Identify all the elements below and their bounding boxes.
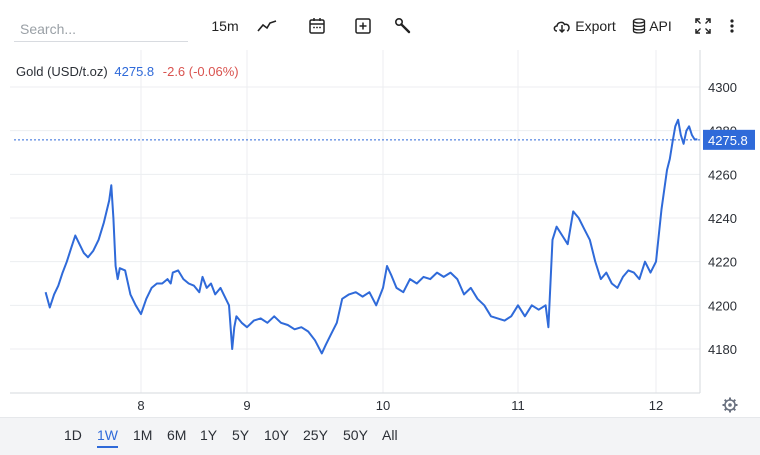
range-selector: 1D 1W 1M 6M 1Y 5Y 10Y 25Y 50Y All xyxy=(0,417,760,455)
x-tick-label: 9 xyxy=(243,398,250,413)
current-price: 4275.8 xyxy=(114,64,155,79)
chart-settings-button[interactable] xyxy=(722,397,738,413)
x-tick-label: 8 xyxy=(137,398,144,413)
range-6m[interactable]: 6M xyxy=(167,427,187,443)
calendar-icon xyxy=(309,18,325,34)
chart-type-button[interactable] xyxy=(255,13,279,39)
y-tick-label: 4240 xyxy=(708,211,737,226)
interval-label: 15m xyxy=(211,18,239,34)
more-menu-button[interactable] xyxy=(724,13,740,39)
range-1d[interactable]: 1D xyxy=(64,427,82,443)
y-tick-label: 4220 xyxy=(708,255,737,270)
y-tick-label: 4180 xyxy=(708,342,737,357)
add-indicator-button[interactable] xyxy=(351,13,375,39)
database-icon xyxy=(633,18,646,34)
toolbar: 15m Export API xyxy=(0,0,760,50)
x-tick-label: 12 xyxy=(649,398,663,413)
x-tick-label: 11 xyxy=(511,398,525,413)
x-axis: 8 9 10 11 12 xyxy=(137,398,663,413)
symbol-name: Gold (USD/t.oz) xyxy=(16,64,108,79)
range-50y[interactable]: 50Y xyxy=(343,427,368,443)
chart-legend: Gold (USD/t.oz) 4275.8 -2.6 (-0.06%) xyxy=(16,64,239,79)
last-price-label: 4275.8 xyxy=(708,133,748,148)
range-1y[interactable]: 1Y xyxy=(200,427,218,443)
range-5y[interactable]: 5Y xyxy=(232,427,250,443)
y-tick-label: 4260 xyxy=(708,167,737,182)
last-price-badge: 4275.8 xyxy=(703,129,755,150)
fullscreen-button[interactable] xyxy=(692,13,714,39)
range-25y[interactable]: 25Y xyxy=(303,427,328,443)
api-button[interactable]: API xyxy=(631,13,673,39)
search-input[interactable] xyxy=(14,16,188,42)
range-10y[interactable]: 10Y xyxy=(264,427,289,443)
range-1w[interactable]: 1W xyxy=(97,427,118,448)
interval-button[interactable]: 15m xyxy=(210,13,240,39)
export-button[interactable]: Export xyxy=(552,13,616,39)
y-axis: 4180420042204240426042804300 xyxy=(708,80,737,357)
y-tick-label: 4200 xyxy=(708,298,737,313)
cloud-download-icon xyxy=(553,21,571,34)
line-chart-icon xyxy=(257,20,277,32)
api-label: API xyxy=(649,18,672,34)
price-change: -2.6 (-0.06%) xyxy=(162,64,239,79)
more-vertical-icon xyxy=(730,19,734,33)
series-line xyxy=(44,118,698,355)
x-tick-label: 10 xyxy=(376,398,390,413)
wrench-icon xyxy=(394,17,411,34)
plus-square-icon xyxy=(355,18,371,34)
chart-grid xyxy=(10,50,701,394)
export-label: Export xyxy=(575,18,616,34)
calendar-button[interactable] xyxy=(305,13,329,39)
range-all[interactable]: All xyxy=(382,427,398,443)
settings-tools-button[interactable] xyxy=(391,13,415,39)
expand-icon xyxy=(695,18,711,34)
y-tick-label: 4300 xyxy=(708,80,737,95)
range-1m[interactable]: 1M xyxy=(133,427,153,443)
